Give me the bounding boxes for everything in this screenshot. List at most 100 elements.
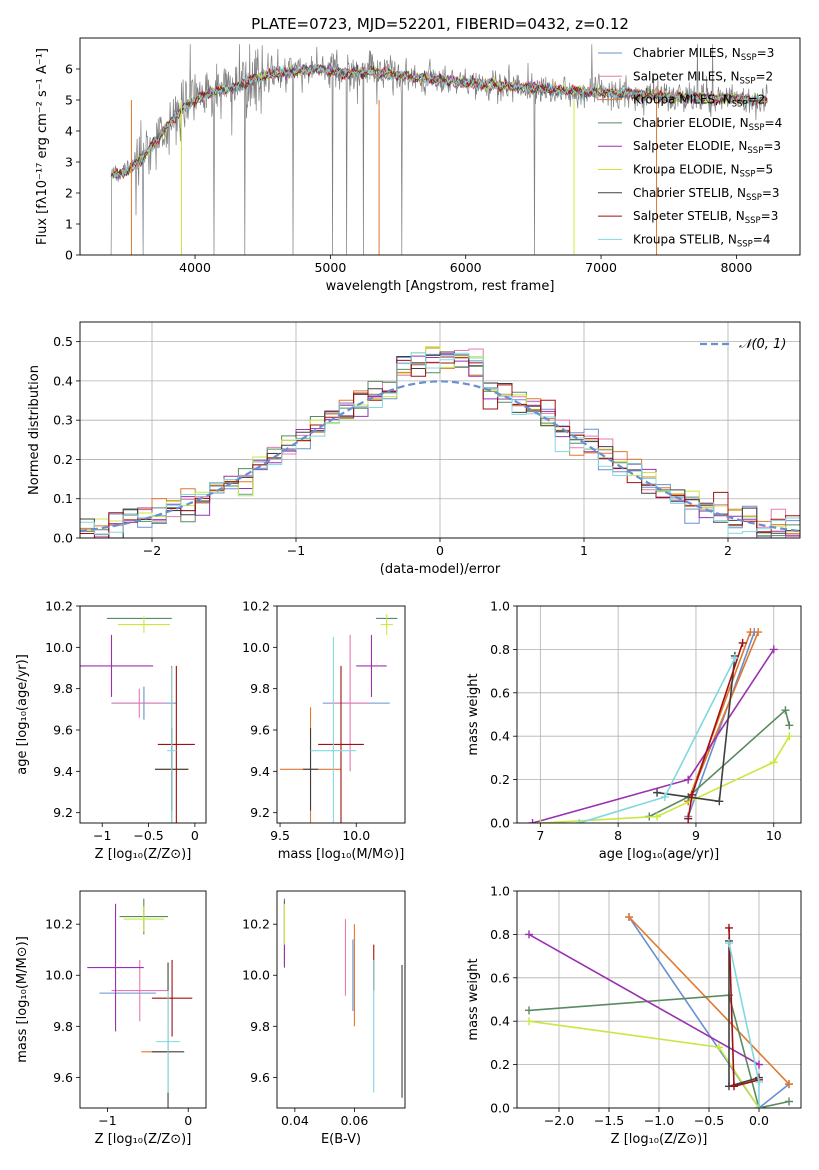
axes-frame [516,605,802,824]
x-tick-label: 0.0 [749,1113,769,1128]
x-tick-label: 0.06 [340,1113,368,1128]
plus-marker [625,913,633,922]
y-tick-label: 0.6 [490,685,510,700]
mass-weight-line [528,933,760,1066]
x-axis-label: age [log₁₀(age/yr)] [599,847,720,862]
plus-marker [536,819,545,823]
plus-marker [575,819,584,823]
y-axis-label: mass weight [466,958,481,1040]
plus-marker [684,775,693,784]
y-tick-label: 0.2 [490,1057,510,1072]
x-tick-label: 1 [580,543,588,558]
y-tick-label: 5 [65,93,73,108]
y-tick-label: 9.2 [53,805,73,820]
figure-title: PLATE=0723, MJD=52201, FIBERID=0432, z=0… [251,15,629,33]
legend: Chabrier MILES, NSSP=3 Salpeter MILES, NS… [598,46,782,249]
y-tick-label: 0.0 [53,531,73,546]
plus-marker [769,645,778,654]
plus-marker [715,1043,723,1052]
plot-area [283,898,403,1098]
plus-marker [684,814,693,823]
y-tick-label: 1.0 [490,884,510,899]
y-tick-label: 10.2 [45,917,73,932]
legend-entry: 𝒩(0, 1) [739,337,786,352]
y-tick-label: 9.6 [250,1070,270,1085]
legend-entry: Salpeter ELODIE, NSSP=3 [633,139,781,156]
x-tick-label: −2 [143,543,161,558]
mass-weight-line [578,657,736,823]
x-axis-label: wavelength [Angstrom, rest frame] [326,279,555,294]
legend-entry: Chabrier STELIB, NSSP=3 [633,186,780,203]
y-tick-label: 0.0 [490,1101,510,1116]
x-tick-label: 8 [614,828,622,843]
y-tick-label: 10.0 [242,968,270,983]
panel-massweight_vs_Z: −2.0 −1.5 −1.0 −0.5 0.0 0.0 0.2 0.4 0.6 0.8 1.0 Z [… [466,884,802,1147]
x-tick-label: −1.5 [594,1113,624,1128]
y-tick-label: 2 [65,186,73,201]
plus-marker [525,930,533,939]
x-tick-label: 8000 [720,260,752,275]
y-tick-label: 0.2 [490,772,510,787]
x-axis-label: mass [log₁₀(M/M⊙)] [278,847,405,862]
panel-mass_vs_Z: −1 0 9.6 9.8 10.0 10.2 Z [log₁₀(Z/Z⊙)] mass [lo… [15,890,207,1147]
plus-marker [754,628,763,637]
panel-age_vs_Z: −1 −0.5 0 9.2 9.4 9.6 9.8 10.0 10.2 Z [log₁₀(Z/Z⊙… [15,599,207,862]
y-tick-label: 0.6 [490,970,510,985]
plus-marker [755,1060,763,1069]
plus-marker [688,790,697,799]
x-tick-label: 6000 [450,260,482,275]
legend-entry: Kroupa ELODIE, NSSP=5 [633,163,773,180]
plus-marker [785,721,794,730]
mass-weight-line [528,994,790,1108]
histogram-step [80,352,800,535]
y-tick-label: 0.0 [490,816,510,831]
normal-curve [80,380,800,533]
y-tick-label: 10.0 [45,640,73,655]
x-axis-label: E(B-V) [321,1132,361,1147]
mass-weight-line [687,631,756,817]
y-tick-label: 0.8 [490,642,510,657]
x-axis-label: (data-model)/error [380,562,501,577]
y-tick-label: 9.8 [250,681,270,696]
legend-entry: Salpeter MILES, NSSP=2 [633,69,773,86]
y-tick-label: 0.1 [53,491,73,506]
x-axis-label: Z [log₁₀(Z/Z⊙)] [611,1132,708,1147]
x-tick-label: 9.5 [270,828,290,843]
plot-area [110,44,768,255]
y-tick-label: 9.4 [250,764,270,779]
plot-area [80,616,195,823]
x-tick-label: 7 [536,828,544,843]
y-tick-label: 0.5 [53,334,73,349]
y-tick-label: 0.4 [490,1014,510,1029]
axes-frame [276,890,406,1109]
plus-marker [725,939,733,948]
y-tick-label: 1 [65,217,73,232]
plus-marker [525,1006,533,1015]
panel-mass_vs_EBV: 0.04 0.06 9.6 9.8 10.0 10.2 E(B-V) [242,890,406,1147]
y-tick-label: 0.3 [53,413,73,428]
x-tick-label: 0 [191,828,199,843]
panel-residuals: −2 −1 0 1 2 0.0 0.1 0.2 0.3 0.4 0.5 (data-model)/er… [27,321,801,577]
y-tick-label: 0.4 [490,729,510,744]
y-tick-label: 0.8 [490,927,510,942]
y-tick-label: 10.2 [45,599,73,614]
legend-entry: Kroupa STELIB, NSSP=4 [633,232,771,249]
mass-weight-line [628,916,790,1108]
y-tick-label: 9.6 [53,1070,73,1085]
x-axis-label: Z [log₁₀(Z/Z⊙)] [95,1132,192,1147]
legend-entry: Chabrier MILES, NSSP=3 [633,46,774,63]
plus-marker [653,788,662,797]
axes-frame [79,890,207,1109]
plus-marker [653,812,662,821]
plus-marker [755,1077,763,1086]
x-tick-label: −0.5 [133,828,163,843]
y-tick-label: 0 [65,248,73,263]
mass-weight-line [540,735,790,823]
y-tick-label: 0.2 [53,452,73,467]
x-axis-label: Z [log₁₀(Z/Z⊙)] [95,847,192,862]
panel-massweight_vs_age: 7 8 9 10 0.0 0.2 0.4 0.6 0.8 1.0 age [log₁₀(age/yr… [466,599,802,862]
x-tick-label: −1 [287,543,305,558]
y-tick-label: 9.8 [53,681,73,696]
x-tick-label: −1 [93,828,111,843]
panel-age_vs_mass: 9.5 10.0 9.2 9.4 9.6 9.8 10.0 10.2 mass [log₁₀(M… [242,599,406,862]
